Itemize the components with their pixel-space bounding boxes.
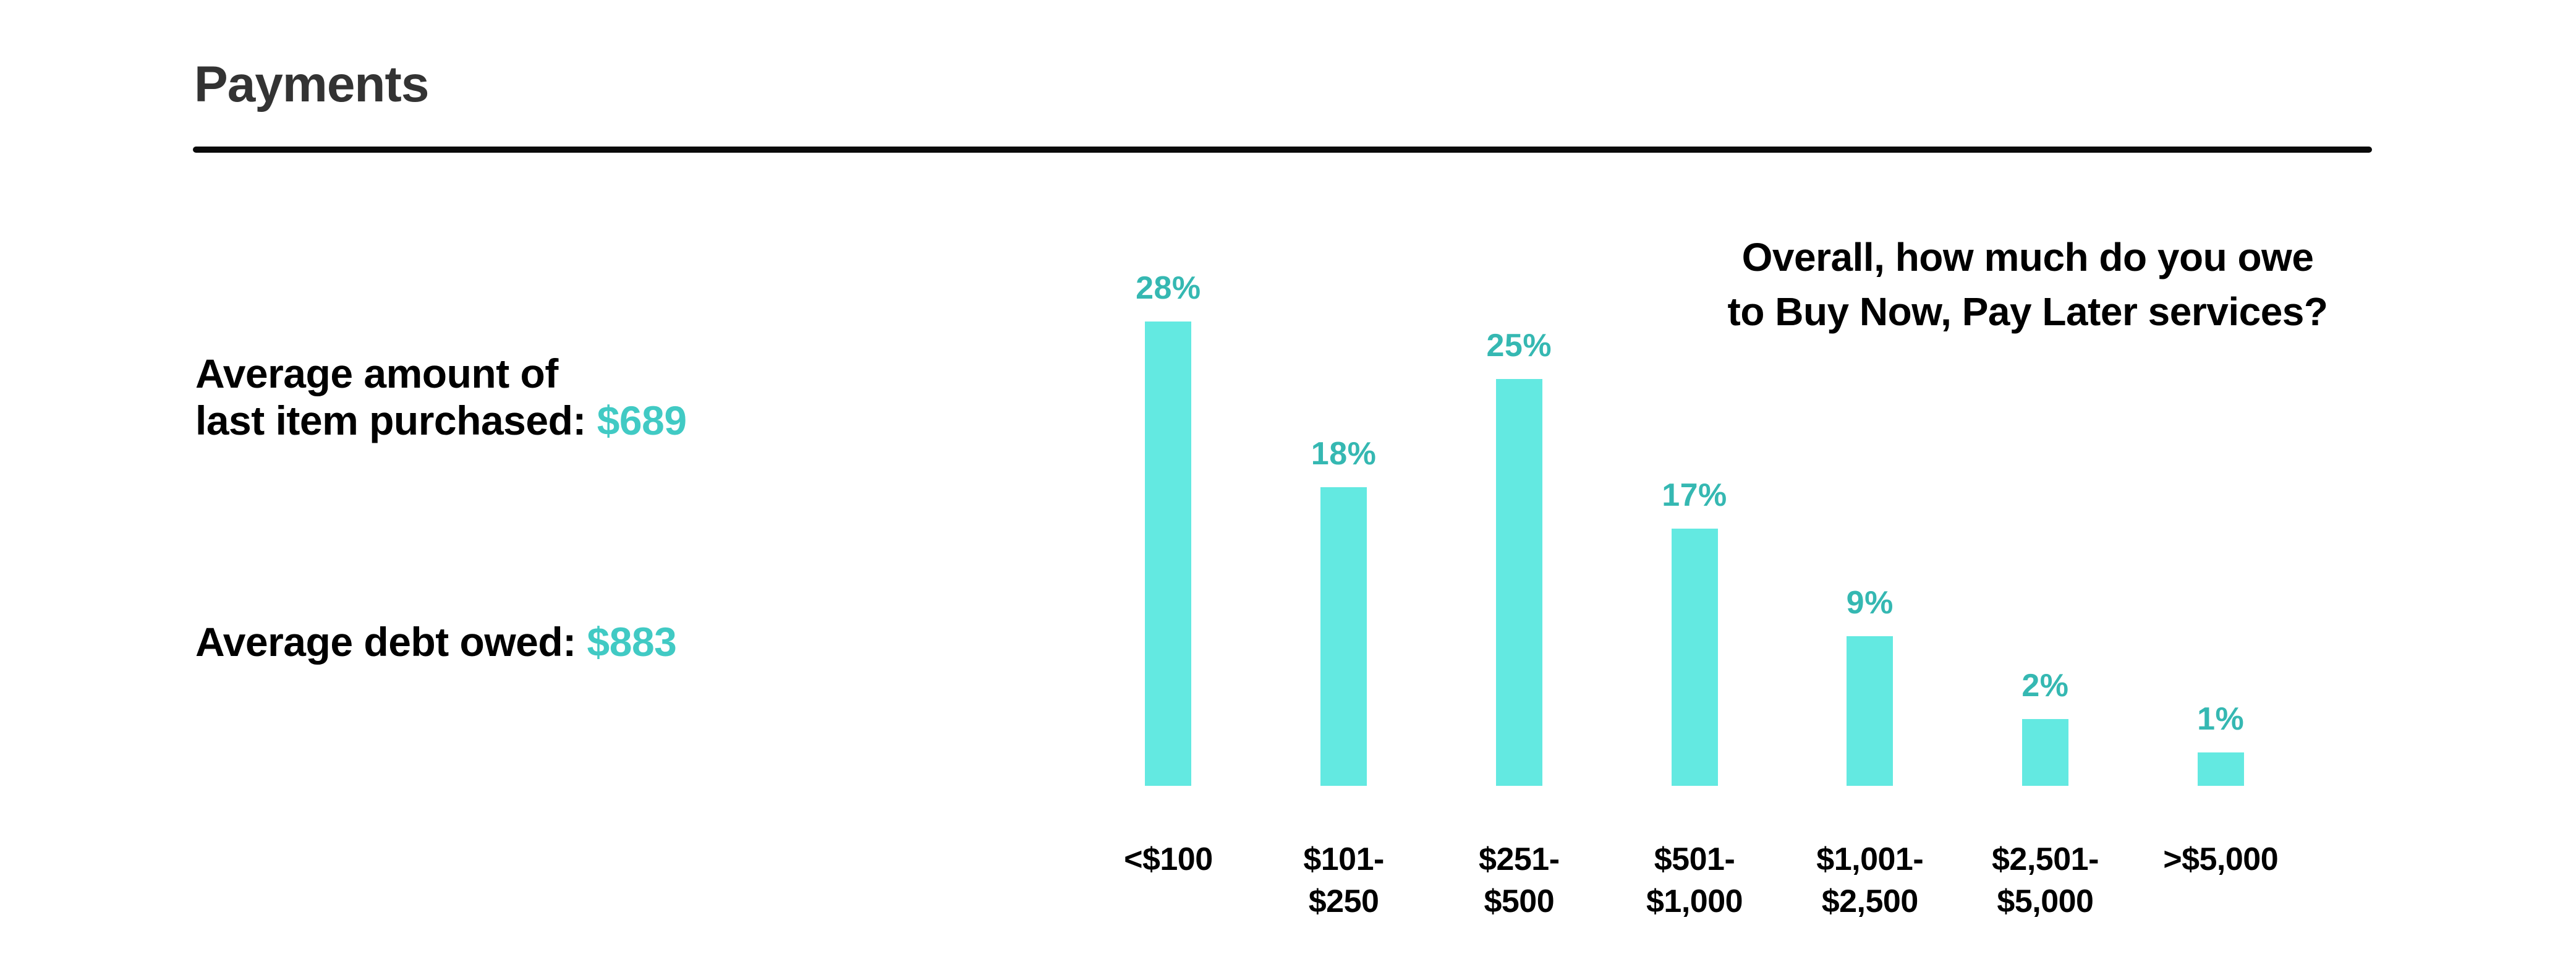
bar-chart-plot-area: 28% 18% 25% 17% 9% 2% 1% (1081, 0, 2308, 786)
x-axis-category-label: $1,001- $2,500 (1816, 841, 1924, 919)
bar-column: 18% (1256, 0, 1432, 786)
title-divider-rule (193, 147, 2372, 153)
bar-column: 2% (1958, 0, 2133, 786)
bar (1847, 636, 1894, 786)
bar-column: 17% (1607, 0, 1782, 786)
bar-value-label: 18% (1311, 436, 1377, 472)
stat-label: Average amount of last item purchased: (195, 351, 586, 443)
x-axis-category-label: $251- $500 (1479, 841, 1560, 919)
bar-column: 9% (1782, 0, 1958, 786)
page-title: Payments (194, 56, 429, 113)
bar (1320, 487, 1367, 786)
chart-title: Overall, how much do you owe to Buy Now,… (1727, 235, 2328, 334)
stat-value: $689 (597, 398, 687, 443)
bar-column: 28% (1081, 0, 1256, 786)
stat-label: Average debt owed: (195, 619, 576, 665)
bar-column: 25% (1431, 0, 1607, 786)
bar-value-label: 2% (2021, 668, 2069, 704)
bar-value-label: 25% (1486, 328, 1552, 364)
stat-value: $883 (587, 619, 677, 665)
bar-value-label: 28% (1136, 270, 1201, 306)
bar (1495, 379, 1542, 786)
x-axis-category-labels: <$100 $101- $250 $251- $500 $501- $1,000… (1081, 838, 2308, 922)
bar (2021, 719, 2068, 786)
x-axis-category-label: >$5,000 (2163, 841, 2279, 877)
bar-value-label: 1% (2197, 701, 2245, 737)
bar-value-label: 9% (1846, 585, 1894, 621)
x-axis-category-label: $101- $250 (1303, 841, 1384, 919)
x-axis-category-label: $501- $1,000 (1646, 841, 1743, 919)
bar (1145, 322, 1192, 786)
stat-average-debt-owed: Average debt owed: $883 (195, 618, 677, 665)
x-axis-category-label: <$100 (1124, 841, 1213, 877)
bar-value-label: 17% (1662, 477, 1727, 513)
bar (2197, 752, 2244, 786)
stat-average-last-item-purchased: Average amount of last item purchased: $… (195, 350, 687, 444)
bar-column: 1% (2133, 0, 2308, 786)
x-axis-category-label: $2,501- $5,000 (1992, 841, 2099, 919)
bar (1671, 529, 1718, 786)
